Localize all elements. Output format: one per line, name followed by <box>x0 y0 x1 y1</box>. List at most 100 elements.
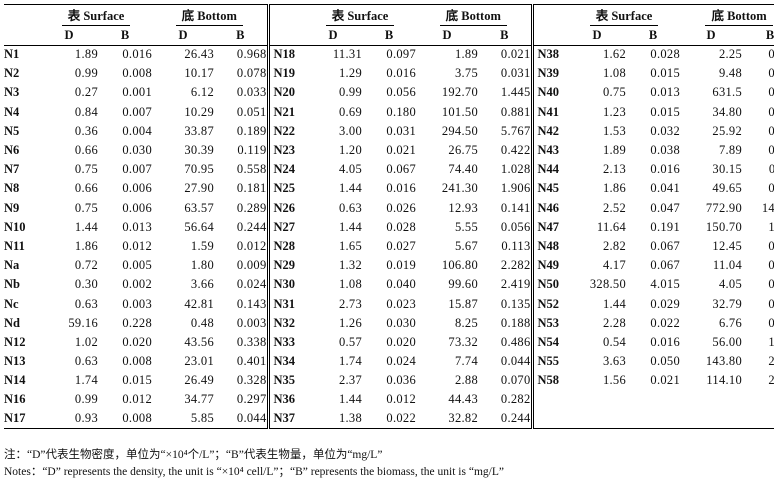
biomass-cell: 0.244 <box>236 219 267 234</box>
station-cell: N33 <box>266 332 305 352</box>
density-cell: 1.86 <box>74 238 98 253</box>
biomass-cell: 0.422 <box>500 143 531 158</box>
station-cell: N16 <box>4 392 26 407</box>
density-cell: 0.75 <box>74 162 98 177</box>
biomass-cell: 0.021 <box>500 47 531 62</box>
density-cell: 11.64 <box>596 219 627 234</box>
station-cell: N18 <box>266 45 305 65</box>
header-bottom: 底 Bottom <box>152 5 268 26</box>
biomass-cell: 0.338 <box>236 334 267 349</box>
density-cell <box>680 390 742 409</box>
biomass-cell: 0.228 <box>122 315 152 330</box>
density-cell: 1.44 <box>338 392 363 407</box>
density-cell: 2.73 <box>338 296 363 311</box>
biomass-cell: 0.020 <box>122 334 152 349</box>
station-cell: N53 <box>530 313 569 333</box>
station-cell: N45 <box>530 179 569 199</box>
density-cell: 1.65 <box>338 238 363 253</box>
biomass-cell: 0.022 <box>386 411 417 426</box>
station-cell: N29 <box>266 256 305 276</box>
table-row: N3 0.27 0.001 6.12 0.033 N20 0.99 0.056 192.70 1.… <box>4 83 774 103</box>
density-cell: 9.48 <box>718 66 743 81</box>
biomass-cell: 0.188 <box>500 315 531 330</box>
biomass-cell: 0.056 <box>500 219 531 234</box>
density-cell: 1.26 <box>338 315 363 330</box>
density-cell: 1.89 <box>602 143 627 158</box>
header-surface: 表 Surface <box>304 5 416 26</box>
density-cell: 7.89 <box>718 143 743 158</box>
density-cell: 0.63 <box>74 296 98 311</box>
density-cell: 328.50 <box>589 277 627 292</box>
density-cell: 30.39 <box>184 143 214 158</box>
biomass-cell: 0.509 <box>768 296 774 311</box>
biomass-cell: 0.026 <box>386 200 417 215</box>
density-cell <box>568 390 626 409</box>
station-cell: N32 <box>266 313 305 333</box>
biomass-cell: 0.031 <box>500 66 531 81</box>
header-B: B <box>120 27 130 42</box>
station-cell: N30 <box>266 275 305 295</box>
biomass-cell: 0.016 <box>650 162 681 177</box>
biomass-cell: 0.122 <box>768 238 774 253</box>
density-cell: 0.99 <box>74 392 98 407</box>
station-cell: N47 <box>530 217 569 237</box>
biomass-cell: 0.660 <box>768 181 774 196</box>
biomass-cell: 0.051 <box>236 104 267 119</box>
density-cell: 0.93 <box>74 411 98 426</box>
biomass-cell: 5.767 <box>500 123 531 138</box>
biomass-cell: 0.041 <box>650 181 681 196</box>
biomass-cell: 0.486 <box>500 334 531 349</box>
biomass-cell: 0.023 <box>386 296 417 311</box>
density-cell: 0.63 <box>74 354 98 369</box>
density-cell: 7.74 <box>454 354 479 369</box>
biomass-cell <box>626 410 680 429</box>
density-cell: 0.63 <box>338 200 363 215</box>
biomass-cell: 2.282 <box>500 258 531 273</box>
density-cell: 101.50 <box>441 104 479 119</box>
biomass-cell <box>742 390 774 409</box>
density-cell: 6.76 <box>718 315 743 330</box>
density-cell: 2.88 <box>454 373 479 388</box>
station-cell: Nc <box>4 296 19 311</box>
biomass-cell: 0.016 <box>386 181 417 196</box>
biomass-cell: 0.067 <box>650 238 681 253</box>
header-B: B <box>765 27 774 42</box>
biomass-cell: 0.067 <box>386 162 417 177</box>
biomass-cell: 0.022 <box>650 315 681 330</box>
density-cell: 1.74 <box>338 354 363 369</box>
biomass-cell: 0.244 <box>500 411 531 426</box>
density-cell: 12.93 <box>448 200 479 215</box>
header-surface: 表 Surface <box>40 5 152 26</box>
biomass-cell: 0.009 <box>236 258 267 273</box>
density-cell: 3.66 <box>190 277 214 292</box>
station-cell: N22 <box>266 121 305 141</box>
data-table-container: 表 Surface 底 Bottom 表 Surface 底 Bottom 表 … <box>4 4 774 429</box>
density-cell: 241.30 <box>441 181 479 196</box>
station-cell: N3 <box>4 85 20 100</box>
biomass-cell: 0.013 <box>122 219 152 234</box>
biomass-cell: 0.016 <box>650 334 681 349</box>
density-cell: 26.75 <box>448 143 479 158</box>
density-cell: 0.99 <box>74 66 98 81</box>
table-row: N7 0.75 0.007 70.95 0.558 N24 4.05 0.067 74.40 1.… <box>4 160 774 180</box>
density-cell: 1.20 <box>338 143 363 158</box>
station-cell: N35 <box>266 371 305 391</box>
density-cell: 43.56 <box>184 334 214 349</box>
note-chinese: 注：“D”代表生物密度，单位为“×10⁴个/L”；“B”代表生物量，单位为“mg… <box>4 449 383 461</box>
header-row-columns: D B D B D B D B D B D B <box>4 26 774 45</box>
density-cell: 3.00 <box>338 123 363 138</box>
density-cell: 1.44 <box>338 219 363 234</box>
station-cell: N10 <box>4 219 26 234</box>
station-cell: N11 <box>4 238 25 253</box>
density-cell: 0.84 <box>74 104 98 119</box>
biomass-cell: 0.143 <box>236 296 267 311</box>
biomass-cell: 0.019 <box>386 258 417 273</box>
density-cell: 0.57 <box>338 334 363 349</box>
station-cell: N17 <box>4 411 26 426</box>
header-blank <box>4 26 40 45</box>
plankton-data-table: 表 Surface 底 Bottom 表 Surface 底 Bottom 表 … <box>4 4 774 429</box>
density-cell: 1.89 <box>74 47 98 62</box>
density-cell: 0.66 <box>74 143 98 158</box>
biomass-cell: 0.038 <box>650 143 681 158</box>
density-cell: 0.27 <box>74 85 98 100</box>
